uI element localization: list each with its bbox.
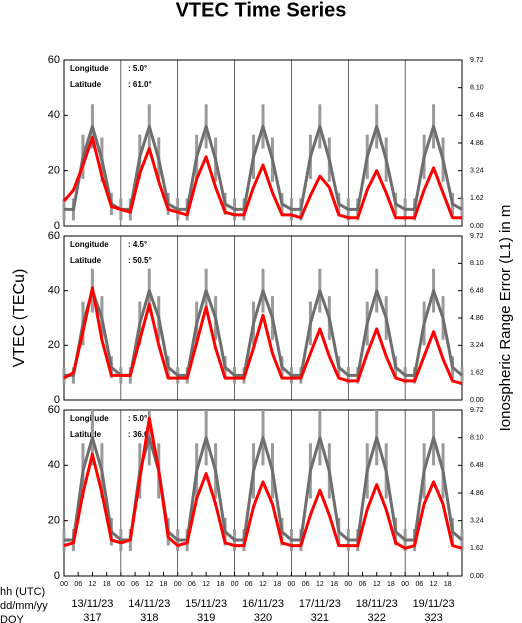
x-tick-label: 12 [202,581,210,588]
chart-title: VTEC Time Series [176,0,347,21]
x-tick-label: 00 [117,581,125,588]
x-tick-label: 06 [415,581,423,588]
row-label: DOY [0,614,25,623]
y2-tick-label: 4.86 [470,490,484,497]
x-tick-label: 18 [330,581,338,588]
annotation-label: Longitude [70,64,109,73]
y2-tick-label: 9.72 [470,407,484,414]
annotation-value: : 5.0° [128,64,147,73]
date-label: 13/11/23 [71,598,113,610]
annotation-label: Longitude [70,414,109,423]
doy-label: 323 [424,612,442,623]
y-tick-label: 0 [54,570,60,582]
doy-label: 321 [311,612,329,623]
y2-tick-label: 9.72 [470,233,484,240]
y-tick-label: 0 [54,220,60,232]
y2-tick-label: 0.00 [470,223,484,230]
annotation-label: Latitude [70,80,102,89]
y-tick-label: 60 [48,230,60,242]
y2-tick-label: 6.48 [470,112,484,119]
y2-tick-label: 9.72 [470,57,484,64]
y-tick-label: 20 [48,515,60,527]
y2-tick-label: 8.10 [470,260,484,267]
x-tick-label: 18 [103,581,111,588]
doy-label: 320 [254,612,272,623]
x-tick-label: 18 [273,581,281,588]
y2-tick-label: 6.48 [470,462,484,469]
annotation-label: Latitude [70,256,102,265]
x-tick-label: 18 [387,581,395,588]
y2-tick-label: 3.24 [470,518,484,525]
x-tick-label: 18 [444,581,452,588]
y2-tick-label: 1.62 [470,370,484,377]
x-tick-label: 00 [231,581,239,588]
annotation-value: : 50.5° [128,256,152,265]
series-line [63,286,463,386]
annotation-value: : 5.0° [128,414,147,423]
x-tick-label: 12 [430,581,438,588]
x-tick-label: 06 [359,581,367,588]
x-tick-label: 12 [373,581,381,588]
x-tick-label: 00 [174,581,182,588]
x-tick-label: 06 [302,581,310,588]
date-label: 14/11/23 [128,598,170,610]
annotation-value: : 36.0° [128,430,152,439]
date-label: 16/11/23 [242,598,284,610]
y-axis-label: VTEC (TECu) [11,269,28,368]
y2-tick-label: 4.86 [470,315,484,322]
x-tick-label: 00 [344,581,352,588]
y-tick-label: 60 [48,54,60,66]
doy-label: 318 [140,612,158,623]
x-tick-label: 12 [145,581,153,588]
annotation-value: : 61.0° [128,80,152,89]
x-tick-label: 06 [245,581,253,588]
date-label: 15/11/23 [185,598,227,610]
y2-axis-label: Ionospheric Range Error (L1) in m [497,205,514,432]
y2-tick-label: 3.24 [470,342,484,349]
y2-tick-label: 6.48 [470,288,484,295]
y2-tick-label: 1.62 [470,545,484,552]
y-tick-label: 0 [54,394,60,406]
y-tick-label: 20 [48,165,60,177]
row-label: hh (UTC) [0,586,45,598]
x-tick-label: 12 [316,581,324,588]
y-tick-label: 40 [48,459,60,471]
date-label: 19/11/23 [413,598,455,610]
series-line [63,416,463,550]
annotation-label: Longitude [70,240,109,249]
y-tick-label: 40 [48,109,60,121]
date-label: 18/11/23 [356,598,398,610]
doy-label: 319 [197,612,215,623]
x-tick-label: 00 [288,581,296,588]
y2-tick-label: 0.00 [470,573,484,580]
x-tick-label: 18 [160,581,168,588]
x-tick-label: 00 [401,581,409,588]
date-label: 17/11/23 [299,598,341,610]
y-tick-label: 40 [48,285,60,297]
x-tick-label: 06 [131,581,139,588]
x-tick-label: 12 [89,581,97,588]
x-tick-label: 06 [74,581,82,588]
y2-tick-label: 1.62 [470,195,484,202]
y2-tick-label: 3.24 [470,168,484,175]
x-tick-label: 00 [60,581,68,588]
y-tick-label: 60 [48,404,60,416]
x-tick-label: 12 [259,581,267,588]
doy-label: 317 [83,612,101,623]
y-tick-label: 20 [48,339,60,351]
doy-label: 322 [368,612,386,623]
row-label: dd/mm/yy [0,600,48,612]
y2-tick-label: 8.10 [470,435,484,442]
x-tick-label: 18 [216,581,224,588]
y2-tick-label: 8.10 [470,85,484,92]
y2-tick-label: 0.00 [470,397,484,404]
annotation-value: : 4.5° [128,240,147,249]
x-tick-label: 06 [188,581,196,588]
annotation-label: Latitude [70,430,102,439]
series-line [62,136,462,220]
y2-tick-label: 4.86 [470,140,484,147]
